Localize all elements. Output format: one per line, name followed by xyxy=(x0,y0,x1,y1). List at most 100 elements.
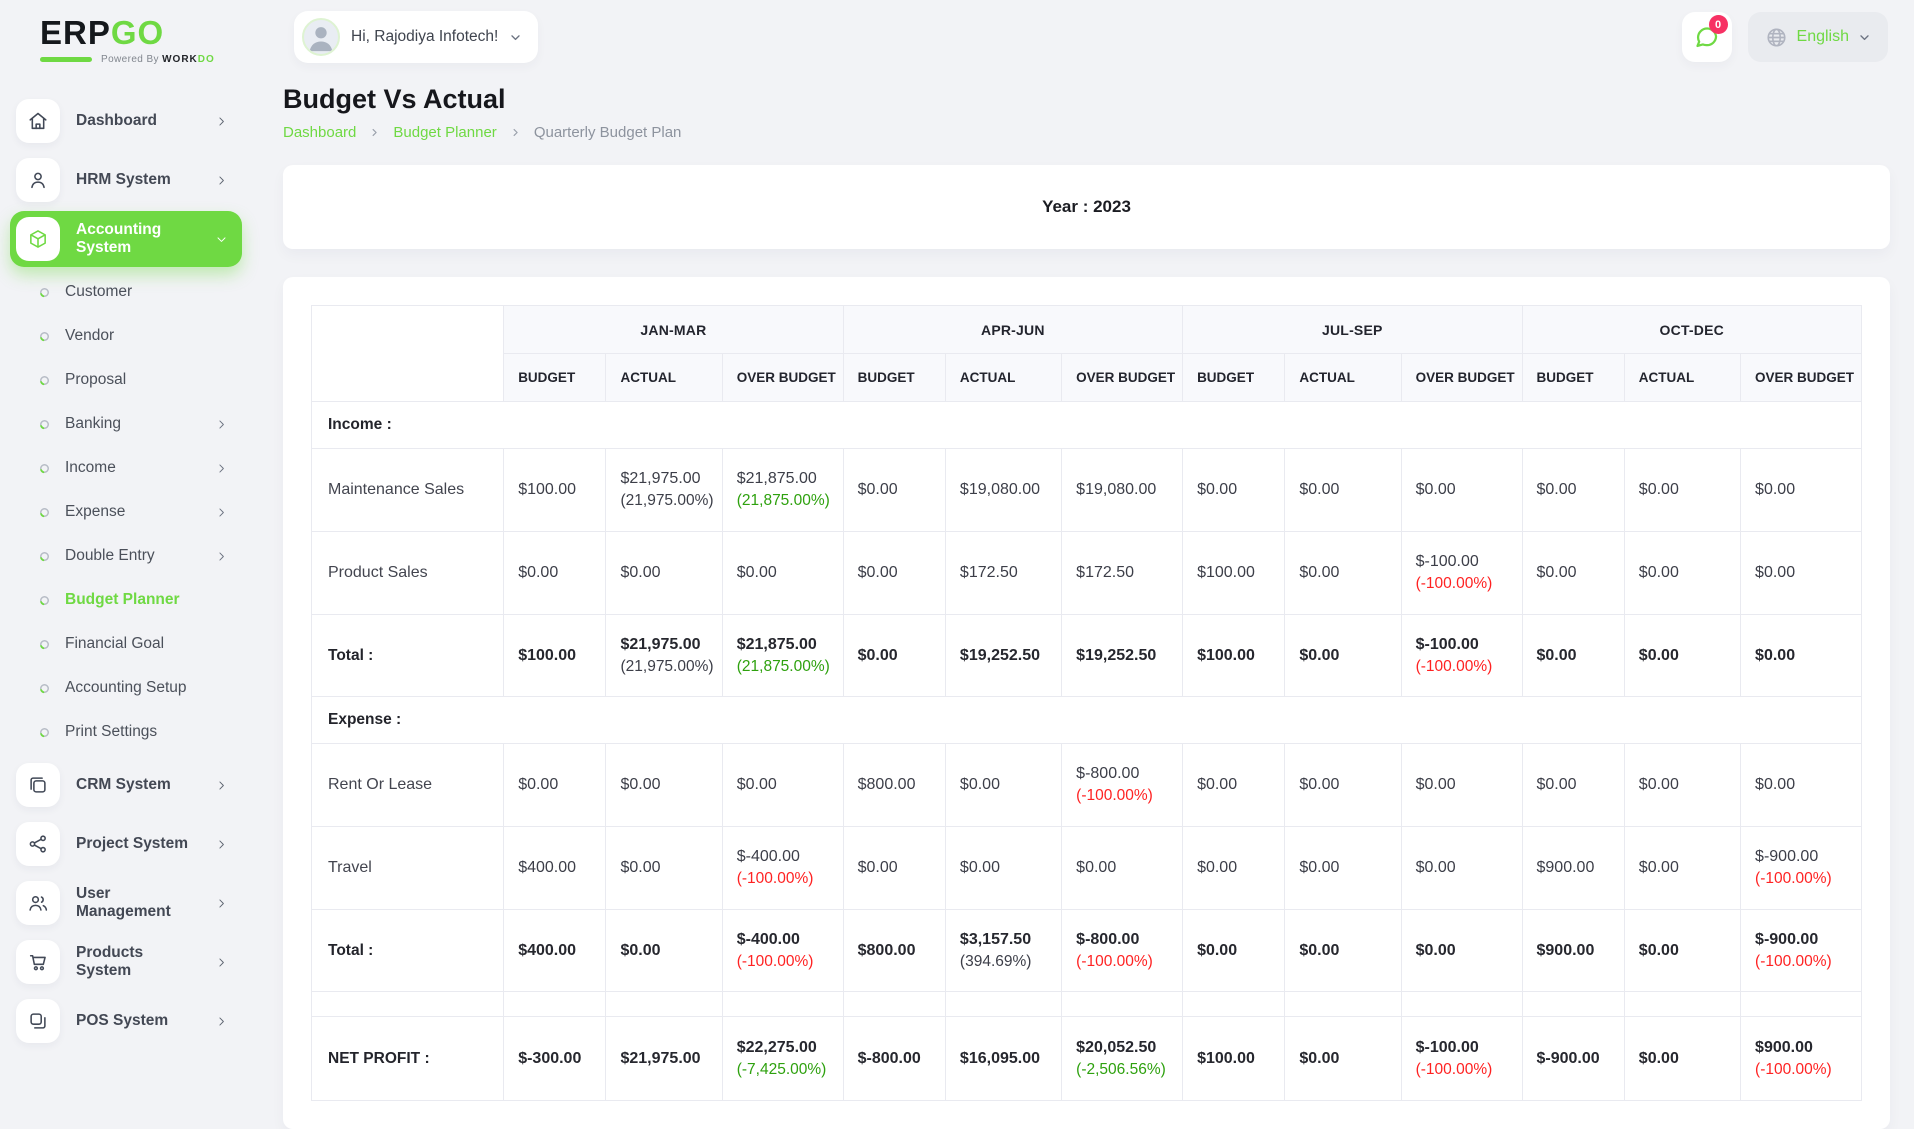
value-cell: $-900.00 (-100.00%) xyxy=(1740,909,1862,992)
value-cell: $0.00 xyxy=(1400,826,1523,910)
language-selector[interactable]: English xyxy=(1747,12,1888,62)
breadcrumb-item-dashboard[interactable]: Dashboard xyxy=(283,124,357,141)
value-cell: $0.00 xyxy=(1284,448,1402,532)
value-cell: $19,252.50 xyxy=(944,614,1063,697)
empty-cell xyxy=(503,991,607,1017)
value-cell: $-900.00 xyxy=(1521,1016,1625,1101)
home-icon xyxy=(29,112,47,130)
value-cell: $0.00 xyxy=(944,743,1063,827)
language-label: English xyxy=(1796,28,1849,45)
value-cell: $-400.00 (-100.00%) xyxy=(721,909,844,992)
icon-tile xyxy=(16,217,60,261)
sidebar-item-products-system[interactable]: Products System xyxy=(10,934,242,990)
sidebar-item-label: CRM System xyxy=(76,776,171,793)
sidebar-item-vendor[interactable]: Vendor xyxy=(10,314,242,358)
sidebar-item-user-management[interactable]: User Management xyxy=(10,875,242,931)
empty-cell xyxy=(1521,991,1625,1017)
copy-icon xyxy=(30,777,46,793)
user-menu[interactable]: Hi, Rajodiya Infotech! xyxy=(294,11,539,63)
value-cell: $21,875.00 (21,875.00%) xyxy=(721,448,844,532)
sidebar-item-accounting-system[interactable]: Accounting System xyxy=(10,211,242,267)
icon-tile xyxy=(16,99,60,143)
sidebar-item-label: Accounting Setup xyxy=(65,679,187,696)
value-cell: $0.00 xyxy=(1400,448,1523,532)
row-label: Total : xyxy=(310,614,505,697)
sidebar-item-crm-system[interactable]: CRM System xyxy=(10,757,242,813)
value-cell: $0.00 xyxy=(1182,743,1286,827)
sidebar-item-financial-goal[interactable]: Financial Goal xyxy=(10,622,242,666)
table-row: NET PROFIT : $-300.00 $21,975.00 $22,275.00… xyxy=(310,1016,1862,1101)
value-cell: $19,252.50 xyxy=(1061,614,1184,697)
sidebar-item-pos-system[interactable]: POS System xyxy=(10,993,242,1049)
sidebar-item-banking[interactable]: Banking xyxy=(10,402,242,446)
sidebar-item-label: Vendor xyxy=(65,327,115,344)
chevron-right-icon xyxy=(219,176,224,184)
cube-icon xyxy=(30,230,46,248)
quarter-header: JAN-MAR xyxy=(503,305,844,354)
value-cell: $0.00 xyxy=(605,531,723,615)
dot-icon xyxy=(40,375,49,385)
column-header: ACTUAL xyxy=(605,353,723,402)
dot-icon xyxy=(40,639,49,649)
value-cell: $0.00 xyxy=(1521,448,1625,532)
value-cell: $19,080.00 xyxy=(1061,448,1184,532)
value-cell: $-100.00 (-100.00%) xyxy=(1400,1016,1523,1101)
value-cell: $-300.00 xyxy=(503,1016,607,1101)
value-cell: $100.00 xyxy=(1182,614,1286,697)
chevron-right-icon xyxy=(219,958,224,966)
value-cell: $800.00 xyxy=(842,909,946,992)
brand-logo[interactable]: ERPGO Powered By WORKDO xyxy=(0,10,250,65)
breadcrumb-separator-icon xyxy=(510,127,521,138)
sidebar-item-accounting-setup[interactable]: Accounting Setup xyxy=(10,666,242,710)
icon-tile xyxy=(16,999,60,1043)
value-cell: $-400.00 (-100.00%) xyxy=(721,826,844,910)
sidebar-item-hrm-system[interactable]: HRM System xyxy=(10,152,242,208)
value-cell: $900.00 xyxy=(1521,826,1625,910)
sidebar-item-label: Print Settings xyxy=(65,723,158,740)
sidebar-item-label: Project System xyxy=(76,835,188,852)
top-bar: ERPGO Powered By WORKDO Hi, Rajodiya Inf… xyxy=(0,0,1914,74)
value-cell: $900.00 xyxy=(1521,909,1625,992)
empty-cell xyxy=(1061,991,1184,1017)
value-cell: $20,052.50 (-2,506.56%) xyxy=(1061,1016,1184,1101)
main-content: Budget Vs Actual Dashboard Budget Planner… xyxy=(250,74,1914,1129)
value-cell: $0.00 xyxy=(1182,909,1286,992)
messages-button[interactable]: 0 xyxy=(1681,12,1732,62)
sidebar-item-budget-planner[interactable]: Budget Planner xyxy=(10,578,242,622)
breadcrumb-item-budget-planner[interactable]: Budget Planner xyxy=(393,124,497,141)
value-cell: $0.00 xyxy=(1284,826,1402,910)
sidebar-item-double-entry[interactable]: Double Entry xyxy=(10,534,242,578)
value-cell: $0.00 xyxy=(1284,531,1402,615)
value-cell: $21,975.00 xyxy=(605,1016,723,1101)
value-cell: $-800.00 (-100.00%) xyxy=(1061,743,1184,827)
value-cell: $0.00 xyxy=(1623,909,1742,992)
sidebar-item-dashboard[interactable]: Dashboard xyxy=(10,93,242,149)
sidebar-item-label: Proposal xyxy=(65,371,127,388)
value-cell: $-800.00 xyxy=(842,1016,946,1101)
quarter-header: OCT-DEC xyxy=(1521,305,1862,354)
value-cell: $400.00 xyxy=(503,909,607,992)
dot-icon xyxy=(40,331,49,341)
value-cell: $-100.00 (-100.00%) xyxy=(1400,614,1523,697)
row-label: Maintenance Sales xyxy=(310,448,505,532)
value-cell: $21,975.00 (21,975.00%) xyxy=(605,614,723,697)
value-cell: $0.00 xyxy=(721,531,844,615)
sidebar-item-income[interactable]: Income xyxy=(10,446,242,490)
sidebar-item-expense[interactable]: Expense xyxy=(10,490,242,534)
sidebar-item-proposal[interactable]: Proposal xyxy=(10,358,242,402)
value-cell: $0.00 xyxy=(1284,1016,1402,1101)
column-header: ACTUAL xyxy=(1284,353,1402,402)
quarter-header-row: JAN-MAR APR-JUN JUL-SEP OCT-DEC xyxy=(310,305,1862,402)
cart-icon xyxy=(29,954,46,971)
value-cell: $0.00 xyxy=(842,614,946,697)
column-header: OVER BUDGET xyxy=(1061,353,1184,402)
chevron-right-icon xyxy=(219,552,224,560)
value-cell: $172.50 xyxy=(1061,531,1184,615)
sidebar-item-label: Budget Planner xyxy=(65,591,180,608)
sidebar-item-customer[interactable]: Customer xyxy=(10,270,242,314)
sidebar-item-print-settings[interactable]: Print Settings xyxy=(10,710,242,754)
sidebar-item-label: Double Entry xyxy=(65,547,155,564)
sidebar-item-project-system[interactable]: Project System xyxy=(10,816,242,872)
value-cell: $0.00 xyxy=(1623,1016,1742,1101)
value-cell: $0.00 xyxy=(842,448,946,532)
